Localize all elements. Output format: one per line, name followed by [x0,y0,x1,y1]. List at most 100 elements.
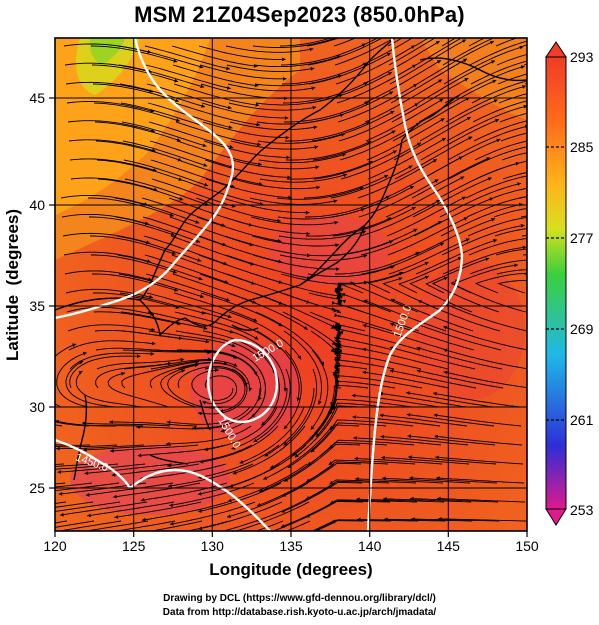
streamline [385,176,465,218]
streamline-arrow [389,369,394,373]
streamline-arrow [493,99,498,103]
streamline-arrow [199,294,204,298]
streamline [285,140,372,161]
streamline [412,177,492,218]
streamline [55,343,77,408]
streamline-arrow [440,242,444,247]
streamline-arrow [579,279,583,282]
streamline [294,405,359,458]
streamline [354,458,443,465]
streamline [220,368,266,432]
streamline [96,159,183,181]
streamline-arrow [85,492,90,497]
streamline [334,352,422,370]
streamline-arrow [166,420,171,425]
streamline-arrow [517,182,521,186]
streamline-arrow [416,142,421,147]
streamline [258,153,347,164]
streamline-arrow [436,200,441,204]
streamline-arrow [356,497,360,502]
streamline [328,459,416,466]
streamline [70,177,158,191]
streamline-arrow [199,64,204,69]
streamline-arrow [523,104,527,109]
streamline-arrow [226,86,231,90]
streamline-arrow [248,387,253,392]
streamline [522,44,527,47]
streamline [198,45,286,60]
x-tick-label: 125 [122,538,146,554]
streamline [383,498,472,503]
streamline-arrow [384,174,389,179]
streamline [336,310,342,314]
streamline-arrow [284,116,289,120]
streamline-arrow [83,447,87,452]
streamline-arrow [438,517,442,521]
streamline-arrow [409,7,413,11]
x-tick-label: 145 [437,538,461,554]
streamline [97,178,184,201]
streamline [283,349,302,430]
streamline-arrow [306,231,310,236]
streamline-arrow [288,195,292,200]
streamline [468,38,486,47]
streamline [281,62,367,85]
streamline [228,311,302,360]
streamline [239,406,305,464]
streamline [57,463,146,473]
streamline [357,519,446,522]
streamline [160,364,199,408]
streamline [411,157,491,199]
streamline [251,235,340,247]
streamline [149,349,238,359]
streamline [499,112,527,123]
streamline [393,116,472,161]
streamline-arrow [175,98,179,103]
streamline-arrow [195,220,200,224]
streamline-arrow [386,52,391,57]
streamline-arrow [462,39,466,43]
streamline-arrow [443,276,448,281]
streamline-arrow [285,135,290,140]
streamline [285,120,371,142]
streamline-arrow [362,370,367,375]
streamline-arrow [29,443,33,447]
streamline [107,372,170,408]
streamline-arrow [436,476,440,480]
streamline [330,519,419,524]
streamline [363,59,442,104]
streamline-arrow [136,425,140,429]
streamline-arrow [219,409,224,413]
streamline [227,83,316,92]
streamline [202,330,276,375]
streamline-arrow [306,514,310,518]
streamline-arrow [352,415,357,419]
streamline-arrow [253,318,258,322]
streamline-arrow [361,25,365,29]
streamline-arrow [414,103,419,107]
streamline-arrow [434,434,439,439]
streamline-arrow [461,20,465,23]
streamline [252,254,340,270]
streamline [469,40,527,66]
streamline-arrow [334,220,339,225]
streamline-arrow [440,118,445,122]
streamline [414,218,496,256]
streamline [93,311,181,325]
streamline [109,421,198,427]
y-tick-label: 30 [29,399,45,415]
streamline [178,178,264,205]
streamline [114,520,176,531]
streamline-arrow [333,199,338,204]
streamline-arrow [493,238,497,243]
streamline-arrow [121,371,125,376]
streamline-arrow [463,217,468,221]
streamline [445,85,527,123]
streamline-arrow [4,372,8,376]
streamline [114,197,200,224]
streamline-arrow [172,270,177,274]
streamline-arrow [332,371,337,376]
streamline-arrow [383,497,387,501]
streamline-arrow [303,326,308,330]
streamline [63,251,151,263]
